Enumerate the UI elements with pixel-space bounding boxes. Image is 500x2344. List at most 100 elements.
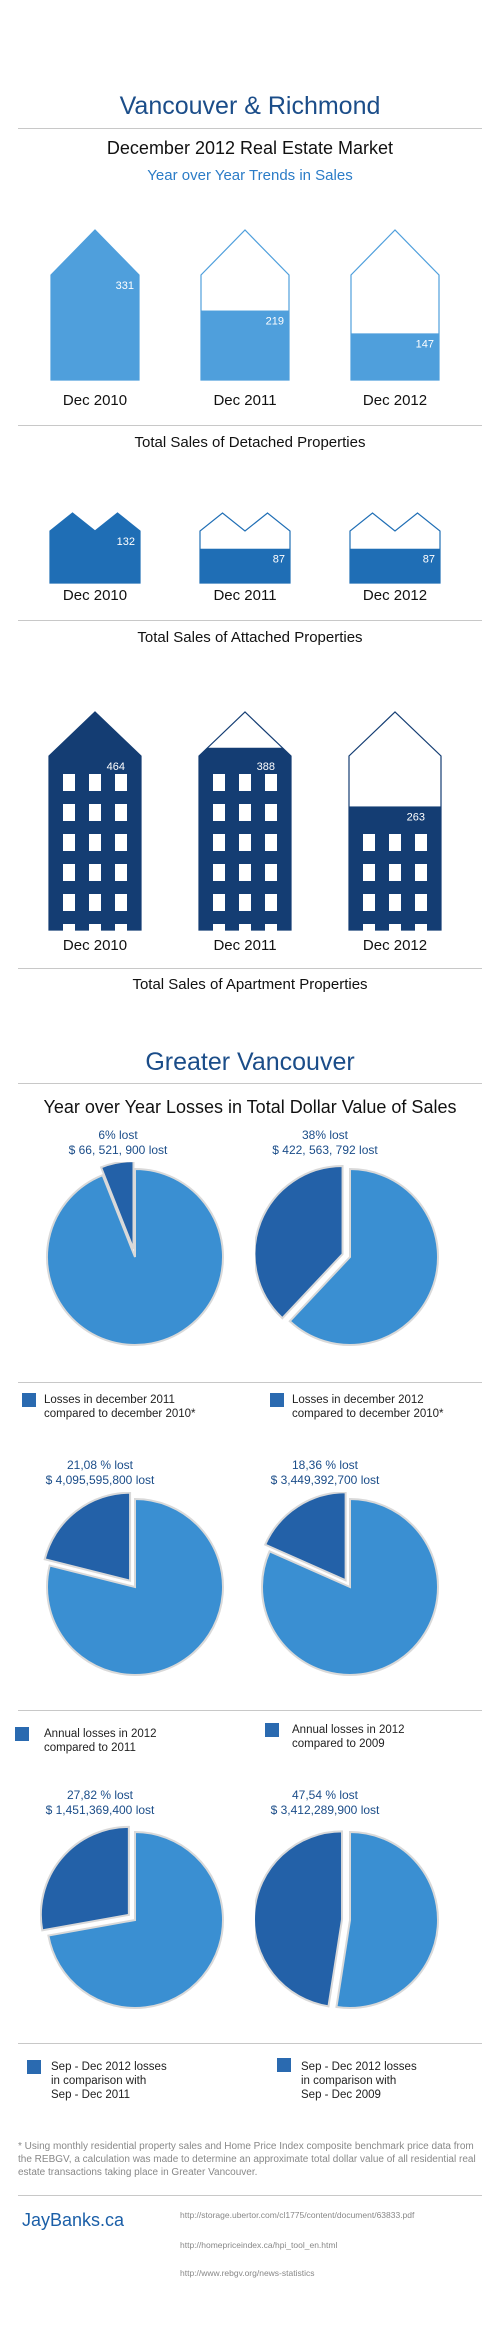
tick-label-dec-2011: Dec 2011 [213, 587, 277, 604]
data-label: 132 [117, 536, 135, 548]
data-label: 263 [407, 811, 425, 823]
window [213, 924, 225, 935]
bar-dec-2010 [51, 230, 139, 380]
window [115, 924, 127, 935]
bar-dec-2011 [201, 310, 289, 380]
divider [18, 1710, 482, 1711]
legend-swatch [22, 1393, 36, 1407]
pie-6-wrap [253, 1825, 445, 2015]
pie-slice-remaining [46, 1497, 224, 1676]
pie-5-amount: $ 1,451,369,400 lost [45, 1803, 155, 1817]
pie-1-chart [46, 1162, 224, 1346]
page-title: Vancouver & Richmond [119, 92, 381, 120]
pie-4-legend: Annual losses in 2012 compared to 2009 [292, 1723, 482, 1751]
pie-6-chart [253, 1830, 439, 2009]
legend-line: compared to december 2010* [292, 1408, 444, 1420]
data-label: 388 [257, 761, 275, 773]
pie-3-legend: Annual losses in 2012 compared to 2011 [44, 1727, 234, 1755]
divider [18, 1382, 482, 1383]
window [89, 834, 101, 851]
source-link-2[interactable]: http://homepriceindex.ca/hpi_tool_en.htm… [180, 2240, 338, 2250]
divider [18, 128, 482, 129]
legend-swatch [270, 1393, 284, 1407]
window [239, 894, 251, 911]
legend-swatch [15, 1727, 29, 1741]
pie-6-amount: $ 3,412,289,900 lost [270, 1803, 380, 1817]
data-label: 331 [116, 280, 134, 292]
tick-label-dec-2012: Dec 2012 [362, 937, 428, 954]
divider [18, 968, 482, 969]
data-label: 87 [273, 554, 285, 566]
window [213, 834, 225, 851]
legend-line: Annual losses in 2012 [292, 1724, 405, 1736]
bar-dec-2010 [50, 513, 140, 583]
pie-2-legend: Losses in december 2012 compared to dece… [292, 1393, 482, 1421]
pie-5-chart [39, 1825, 224, 2009]
window [115, 894, 127, 911]
source-link-1[interactable]: http://storage.ubertor.com/cl1775/conten… [180, 2210, 415, 2220]
data-label: 219 [266, 316, 284, 328]
pie-2-annotation: 38% lost $ 422, 563, 792 lost [240, 1128, 410, 1158]
window [363, 864, 375, 881]
detached-title: Total Sales of Detached Properties [134, 434, 366, 451]
divider [18, 425, 482, 426]
pie-4-wrap [255, 1491, 445, 1682]
pie-3-amount: $ 4,095,595,800 lost [45, 1473, 155, 1487]
window [213, 774, 225, 791]
greater-title: Greater Vancouver [145, 1048, 355, 1076]
window [115, 864, 127, 881]
legend-swatch [265, 1723, 279, 1737]
source-link-3[interactable]: http://www.rebgv.org/news-statistics [180, 2268, 315, 2278]
window [239, 864, 251, 881]
bar-dec-2012 [350, 548, 440, 583]
window [415, 834, 427, 851]
pie-3-wrap [40, 1491, 230, 1682]
pie-2-chart [255, 1165, 439, 1346]
window [89, 894, 101, 911]
divider [18, 1083, 482, 1084]
window [63, 864, 75, 881]
window [63, 894, 75, 911]
pie-4-percent: 18,36 % lost [291, 1458, 359, 1472]
legend-line: Annual losses in 2012 [44, 1728, 157, 1740]
window [115, 834, 127, 851]
window [63, 774, 75, 791]
window [265, 774, 277, 791]
pie-1-amount: $ 66, 521, 900 lost [68, 1143, 168, 1157]
window [213, 804, 225, 821]
footnote: * Using monthly residential property sal… [18, 2141, 476, 2178]
pie-slice-remaining [288, 1167, 439, 1346]
window [265, 864, 277, 881]
pie-1-annotation: 6% lost $ 66, 521, 900 lost [18, 1128, 218, 1158]
greater-subtitle: Year over Year Losses in Total Dollar Va… [43, 1097, 457, 1117]
attached-title: Total Sales of Attached Properties [137, 629, 363, 646]
pie-2-amount: $ 422, 563, 792 lost [272, 1143, 378, 1157]
pie-5-percent: 27,82 % lost [66, 1788, 134, 1802]
tick-label-dec-2010: Dec 2010 [62, 937, 128, 954]
window [265, 804, 277, 821]
legend-line: Sep - Dec 2012 losses [301, 2061, 417, 2073]
window [63, 834, 75, 851]
window [389, 864, 401, 881]
window [389, 894, 401, 911]
legend-line: Losses in december 2012 [292, 1394, 424, 1406]
window [389, 924, 401, 935]
window [363, 834, 375, 851]
window [389, 834, 401, 851]
pie-slice-remaining [47, 1830, 224, 2009]
pie-slice-remaining [261, 1497, 439, 1676]
window [415, 894, 427, 911]
legend-line: compared to 2011 [44, 1742, 136, 1754]
pie-4-chart [261, 1491, 439, 1676]
divider [18, 2043, 482, 2044]
trends-subtitle: Year over Year Trends in Sales [147, 167, 353, 184]
pie-slice-lost [99, 1162, 135, 1250]
pie-5-wrap [39, 1825, 230, 2015]
pie-1-legend: Losses in december 2011 compared to dece… [44, 1393, 234, 1421]
pie-slice-lost [43, 1491, 132, 1582]
bar-dec-2012 [351, 333, 439, 380]
legend-swatch [277, 2058, 291, 2072]
tick-label-dec-2011: Dec 2011 [213, 392, 277, 409]
brand-logo[interactable]: JayBanks.ca [22, 2210, 125, 2230]
pie-4-amount: $ 3,449,392,700 lost [270, 1473, 380, 1487]
